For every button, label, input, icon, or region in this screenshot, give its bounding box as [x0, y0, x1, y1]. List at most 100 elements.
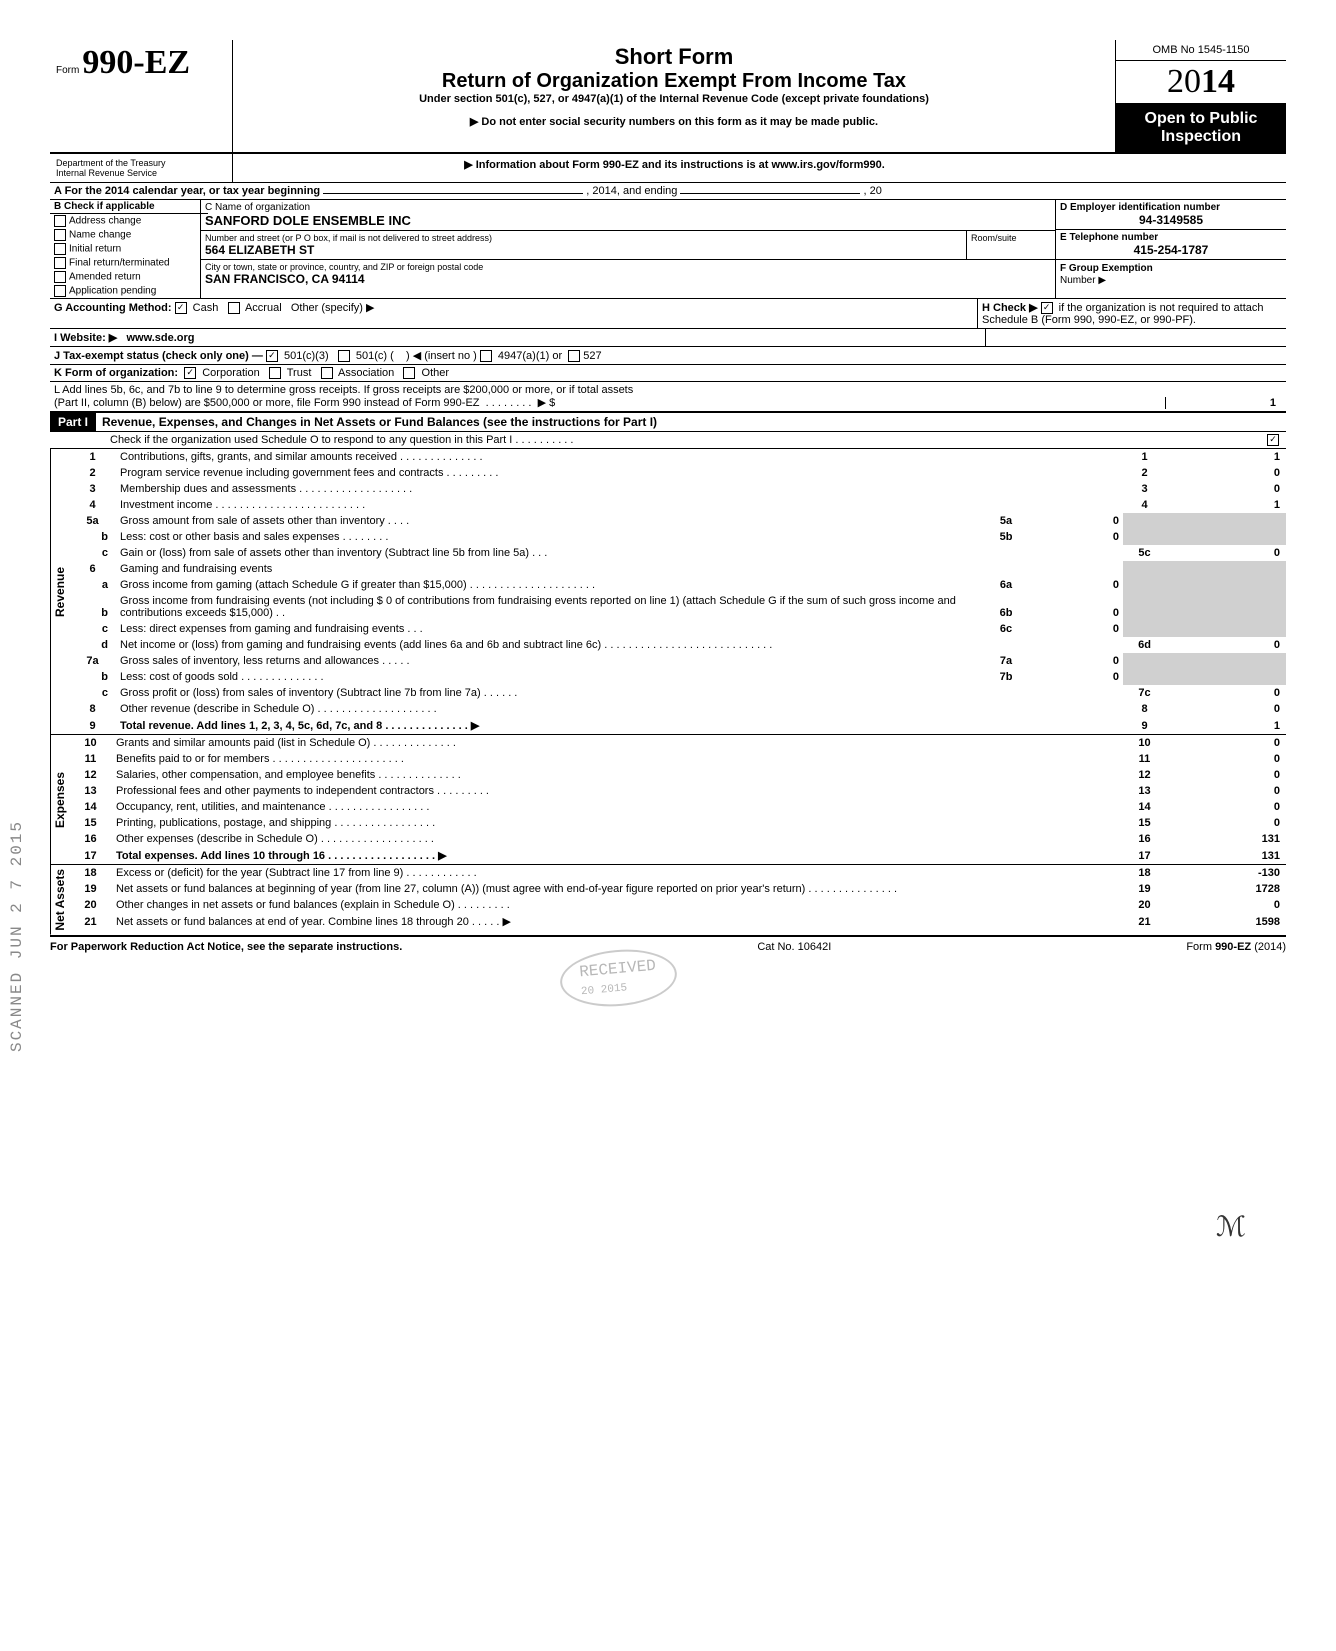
- line-row: cGain or (loss) from sale of assets othe…: [69, 545, 1286, 561]
- header-row: Form 990-EZ Short Form Return of Organiz…: [50, 40, 1286, 154]
- netassets-table: 18Excess or (deficit) for the year (Subt…: [69, 865, 1286, 930]
- line-desc: Occupancy, rent, utilities, and maintena…: [112, 799, 1123, 815]
- k-other-checkbox[interactable]: [403, 367, 415, 379]
- line-number: 12: [69, 767, 112, 783]
- line-desc: Less: cost or other basis and sales expe…: [116, 529, 987, 545]
- right-value: 0: [1166, 897, 1286, 913]
- grey-cell: [1123, 621, 1166, 637]
- mid-value: 0: [1025, 621, 1123, 637]
- grey-cell: [1123, 669, 1166, 685]
- grey-cell: [1166, 653, 1286, 669]
- mid-number: 6a: [987, 577, 1025, 593]
- line-desc: Gross profit or (loss) from sales of inv…: [116, 685, 1123, 701]
- c-column: C Name of organization SANFORD DOLE ENSE…: [201, 200, 1056, 298]
- right-number: 9: [1123, 717, 1166, 734]
- line-desc: Excess or (deficit) for the year (Subtra…: [112, 865, 1123, 881]
- l-arrow: ▶ $: [538, 397, 556, 409]
- b-final-return[interactable]: Final return/terminated: [50, 256, 208, 270]
- right-value: 1: [1166, 497, 1286, 513]
- line-desc: Gaming and fundraising events: [116, 561, 1123, 577]
- b-amended-return[interactable]: Amended return: [50, 270, 208, 284]
- right-number: 2: [1123, 465, 1166, 481]
- line-number: 2: [69, 465, 116, 481]
- grey-cell: [1166, 669, 1286, 685]
- line-number: 8: [69, 701, 116, 717]
- line-desc: Program service revenue including govern…: [116, 465, 1123, 481]
- mid-value: 0: [1025, 593, 1123, 621]
- dept-row: Department of the TreasuryInternal Reven…: [50, 154, 1286, 183]
- line-a-end: , 20: [864, 185, 882, 197]
- b-address-change[interactable]: Address change: [50, 214, 208, 228]
- right-number: 18: [1123, 865, 1166, 881]
- line-number: 15: [69, 815, 112, 831]
- right-number: 10: [1123, 735, 1166, 751]
- mid-value: 0: [1025, 653, 1123, 669]
- g-other: Other (specify) ▶: [291, 302, 375, 314]
- mid-value: 0: [1025, 529, 1123, 545]
- right-number: 21: [1123, 913, 1166, 930]
- title-main: Short Form: [241, 44, 1107, 70]
- ein: 94-3149585: [1060, 213, 1282, 227]
- j-501c3-checkbox[interactable]: ✓: [266, 350, 278, 362]
- year-box: OMB No 1545-1150 20201414 Open to Public…: [1116, 40, 1286, 152]
- b-initial-return[interactable]: Initial return: [50, 242, 208, 256]
- grey-cell: [1166, 577, 1286, 593]
- line-number: b: [69, 593, 116, 621]
- line-number: 5a: [69, 513, 116, 529]
- b-application-pending[interactable]: Application pending: [50, 284, 208, 298]
- line-row: 5aGross amount from sale of assets other…: [69, 513, 1286, 529]
- form-990ez-page: Form 990-EZ Short Form Return of Organiz…: [50, 40, 1286, 953]
- l-value: 1: [1165, 397, 1282, 409]
- line-row: 16Other expenses (describe in Schedule O…: [69, 831, 1286, 847]
- line-row: 2Program service revenue including gover…: [69, 465, 1286, 481]
- city-label: City or town, state or province, country…: [205, 262, 1051, 272]
- line-desc: Membership dues and assessments . . . . …: [116, 481, 1123, 497]
- scanned-stamp: SCANNED JUN 2 7 2015: [8, 820, 26, 1052]
- grey-cell: [1166, 561, 1286, 577]
- right-value: 131: [1166, 847, 1286, 864]
- line-row: 21Net assets or fund balances at end of …: [69, 913, 1286, 930]
- j-4947-checkbox[interactable]: [480, 350, 492, 362]
- line-row: 7aGross sales of inventory, less returns…: [69, 653, 1286, 669]
- line-row: 20Other changes in net assets or fund ba…: [69, 897, 1286, 913]
- right-number: 20: [1123, 897, 1166, 913]
- right-value: 0: [1166, 767, 1286, 783]
- right-number: 16: [1123, 831, 1166, 847]
- j-501c-checkbox[interactable]: [338, 350, 350, 362]
- right-value: 0: [1166, 783, 1286, 799]
- grey-cell: [1166, 621, 1286, 637]
- footer-left: For Paperwork Reduction Act Notice, see …: [50, 941, 402, 953]
- right-value: 0: [1166, 815, 1286, 831]
- j-row: J Tax-exempt status (check only one) — ✓…: [50, 347, 1286, 365]
- line-number: 10: [69, 735, 112, 751]
- line-row: 18Excess or (deficit) for the year (Subt…: [69, 865, 1286, 881]
- b-name-change[interactable]: Name change: [50, 228, 208, 242]
- g-accrual-checkbox[interactable]: [228, 302, 240, 314]
- footer-mid: Cat No. 10642I: [757, 941, 831, 953]
- line-desc: Gain or (loss) from sale of assets other…: [116, 545, 1123, 561]
- line-desc: Other revenue (describe in Schedule O) .…: [116, 701, 1123, 717]
- k-assoc-checkbox[interactable]: [321, 367, 333, 379]
- grey-cell: [1166, 593, 1286, 621]
- line-number: b: [69, 529, 116, 545]
- netassets-section: Net Assets 18Excess or (deficit) for the…: [50, 865, 1286, 937]
- h-checkbox[interactable]: ✓: [1041, 302, 1053, 314]
- line-desc: Gross sales of inventory, less returns a…: [116, 653, 987, 669]
- line-number: c: [69, 685, 116, 701]
- k-trust-checkbox[interactable]: [269, 367, 281, 379]
- mid-value: 0: [1025, 513, 1123, 529]
- k-label: K Form of organization:: [54, 367, 178, 379]
- line-a: A For the 2014 calendar year, or tax yea…: [50, 183, 1286, 200]
- c-label: C Name of organization: [205, 202, 1051, 213]
- g-cash-checkbox[interactable]: ✓: [175, 302, 187, 314]
- right-number: 15: [1123, 815, 1166, 831]
- k-corp-checkbox[interactable]: ✓: [184, 367, 196, 379]
- j-527-checkbox[interactable]: [568, 350, 580, 362]
- grey-cell: [1123, 513, 1166, 529]
- k-row: K Form of organization: ✓ Corporation Tr…: [50, 365, 1286, 382]
- part1-schedule-o-checkbox[interactable]: ✓: [1267, 434, 1279, 446]
- l-line1: L Add lines 5b, 6c, and 7b to line 9 to …: [54, 384, 633, 396]
- line-row: 11Benefits paid to or for members . . . …: [69, 751, 1286, 767]
- line-number: a: [69, 577, 116, 593]
- right-value: 1598: [1166, 913, 1286, 930]
